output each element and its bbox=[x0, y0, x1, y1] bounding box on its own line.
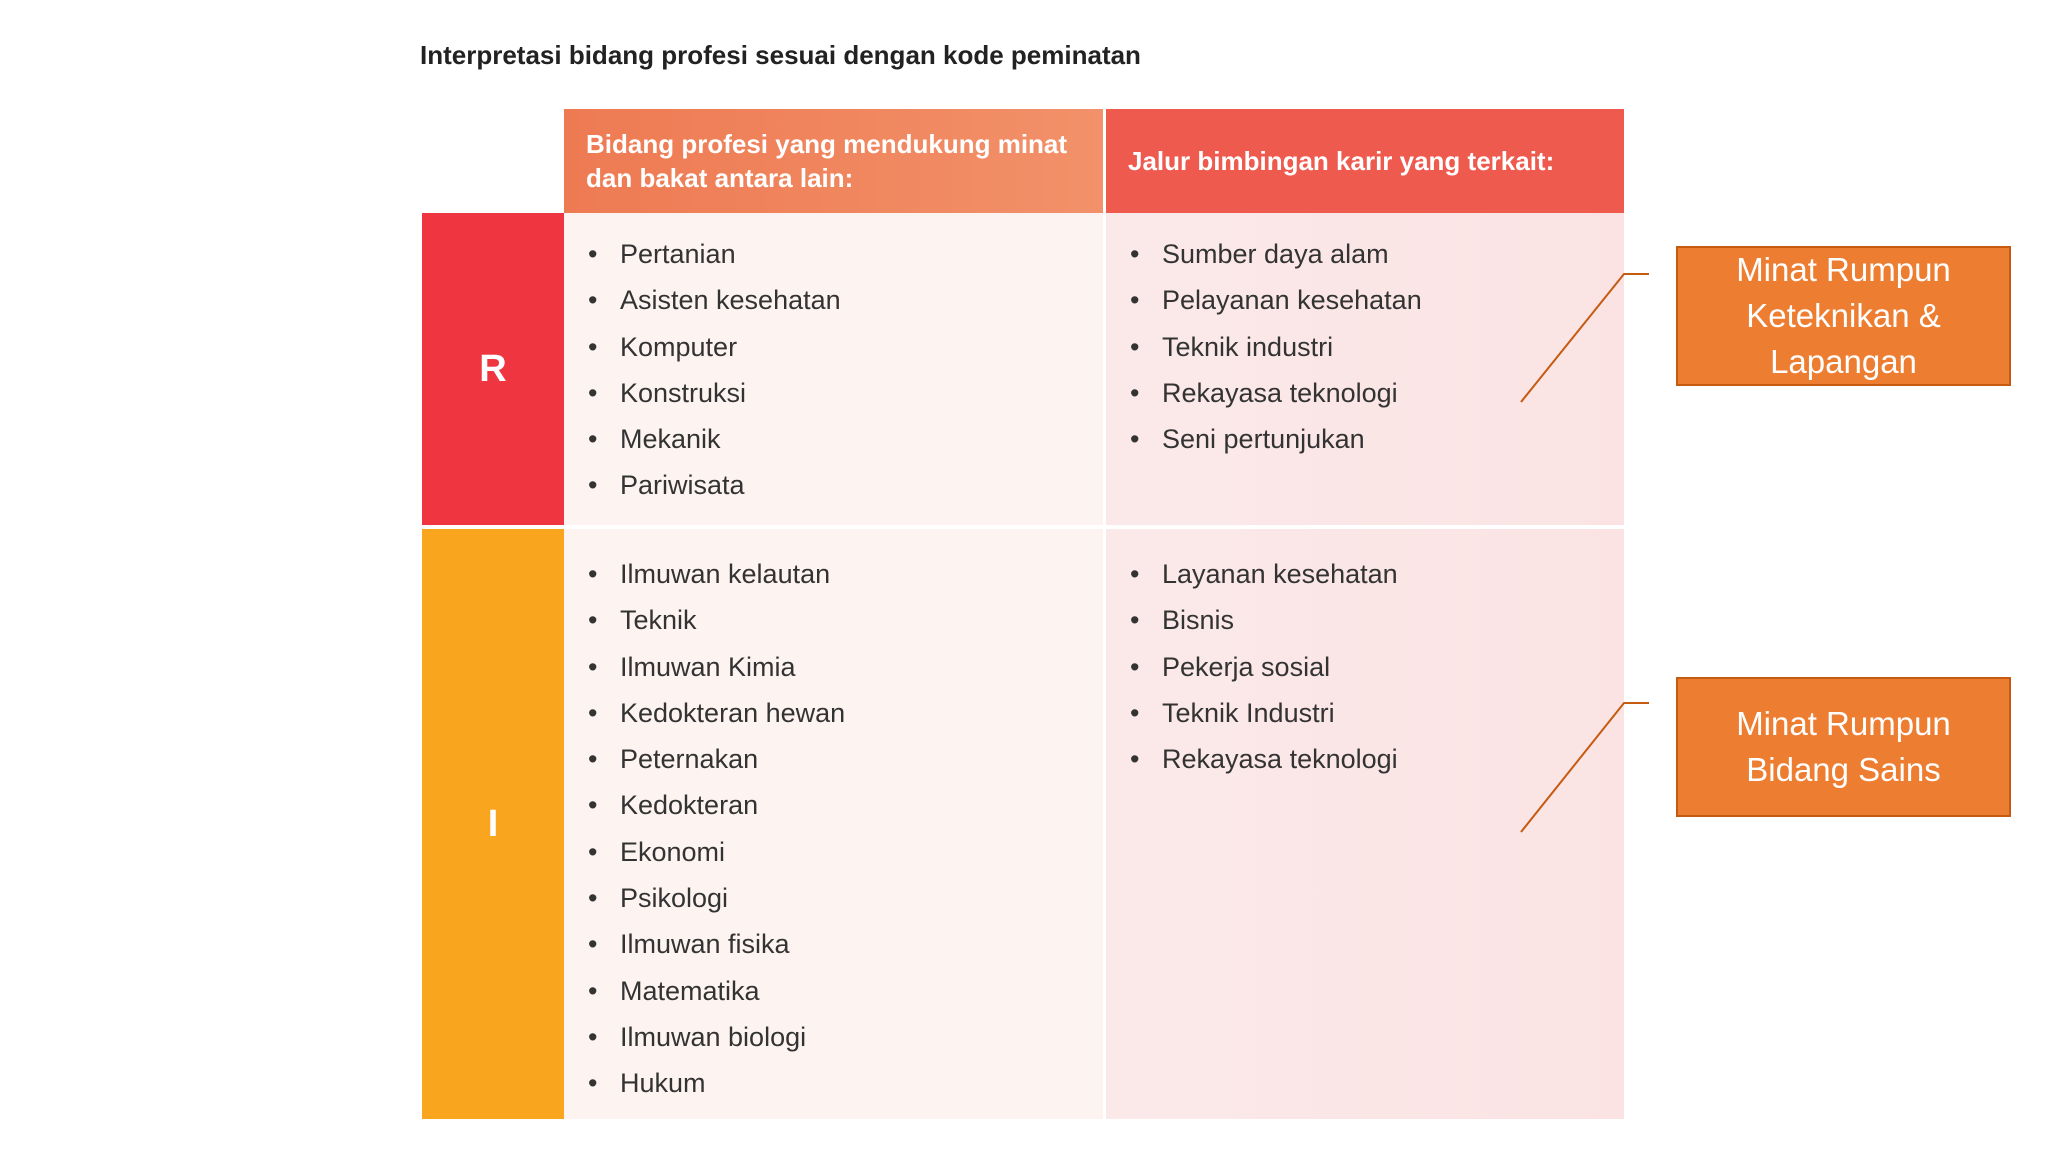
list-item: Konstruksi bbox=[588, 370, 1103, 416]
list-item: Rekayasa teknologi bbox=[1130, 370, 1624, 416]
list-item: Psikologi bbox=[588, 875, 1103, 921]
career-paths-cell-r: Sumber daya alam Pelayanan kesehatan Tek… bbox=[1106, 213, 1624, 525]
list-item: Ilmuwan biologi bbox=[588, 1014, 1103, 1060]
code-cell-r: R bbox=[422, 213, 564, 525]
list-item: Pariwisata bbox=[588, 462, 1103, 508]
career-paths-list-r: Sumber daya alam Pelayanan kesehatan Tek… bbox=[1106, 213, 1624, 462]
professions-list-r: Pertanian Asisten kesehatan Komputer Kon… bbox=[564, 213, 1103, 509]
list-item: Teknik Industri bbox=[1130, 690, 1624, 736]
career-paths-cell-i: Layanan kesehatan Bisnis Pekerja sosial … bbox=[1106, 529, 1624, 1119]
list-item: Peternakan bbox=[588, 736, 1103, 782]
list-item: Pekerja sosial bbox=[1130, 644, 1624, 690]
header-career-paths: Jalur bimbingan karir yang terkait: bbox=[1106, 109, 1624, 213]
table-row-i: I Ilmuwan kelautan Teknik Ilmuwan Kimia … bbox=[422, 525, 1624, 1119]
callout-connector-1 bbox=[1520, 273, 1649, 403]
code-cell-i: I bbox=[422, 529, 564, 1119]
page-title: Interpretasi bidang profesi sesuai denga… bbox=[420, 40, 1141, 70]
list-item: Kedokteran hewan bbox=[588, 690, 1103, 736]
career-paths-list-i: Layanan kesehatan Bisnis Pekerja sosial … bbox=[1106, 529, 1624, 782]
table-row-r: R Pertanian Asisten kesehatan Komputer K… bbox=[422, 213, 1624, 525]
list-item: Layanan kesehatan bbox=[1130, 551, 1624, 597]
callout-connector-2 bbox=[1520, 702, 1649, 833]
list-item: Bisnis bbox=[1130, 597, 1624, 643]
list-item: Komputer bbox=[588, 324, 1103, 370]
callout-engineering-field: Minat Rumpun Keteknikan & Lapangan bbox=[1676, 246, 2011, 386]
callout-2-line-2: Bidang Sains bbox=[1746, 751, 1941, 788]
callout-2-line-1: Minat Rumpun bbox=[1736, 705, 1951, 742]
list-item: Mekanik bbox=[588, 416, 1103, 462]
table-header-row: Bidang profesi yang mendukung minat dan … bbox=[422, 109, 1624, 213]
professions-cell-r: Pertanian Asisten kesehatan Komputer Kon… bbox=[564, 213, 1106, 525]
list-item: Asisten kesehatan bbox=[588, 277, 1103, 323]
list-item: Ilmuwan kelautan bbox=[588, 551, 1103, 597]
list-item: Kedokteran bbox=[588, 782, 1103, 828]
list-item: Rekayasa teknologi bbox=[1130, 736, 1624, 782]
list-item: Sumber daya alam bbox=[1130, 231, 1624, 277]
professions-cell-i: Ilmuwan kelautan Teknik Ilmuwan Kimia Ke… bbox=[564, 529, 1106, 1119]
list-item: Ilmuwan Kimia bbox=[588, 644, 1103, 690]
callout-1-line-1: Minat Rumpun bbox=[1736, 251, 1951, 288]
header-professions: Bidang profesi yang mendukung minat dan … bbox=[564, 109, 1106, 213]
list-item: Seni pertunjukan bbox=[1130, 416, 1624, 462]
list-item: Pelayanan kesehatan bbox=[1130, 277, 1624, 323]
callout-1-line-3: Lapangan bbox=[1770, 343, 1917, 380]
callout-1-line-2: Keteknikan & bbox=[1746, 297, 1941, 334]
list-item: Matematika bbox=[588, 968, 1103, 1014]
callout-science-field: Minat Rumpun Bidang Sains bbox=[1676, 677, 2011, 817]
list-item: Ilmuwan fisika bbox=[588, 921, 1103, 967]
list-item: Hukum bbox=[588, 1060, 1103, 1106]
list-item: Pertanian bbox=[588, 231, 1103, 277]
list-item: Teknik industri bbox=[1130, 324, 1624, 370]
interest-table: Bidang profesi yang mendukung minat dan … bbox=[422, 109, 1624, 1119]
list-item: Ekonomi bbox=[588, 829, 1103, 875]
list-item: Teknik bbox=[588, 597, 1103, 643]
professions-list-i: Ilmuwan kelautan Teknik Ilmuwan Kimia Ke… bbox=[564, 529, 1103, 1107]
